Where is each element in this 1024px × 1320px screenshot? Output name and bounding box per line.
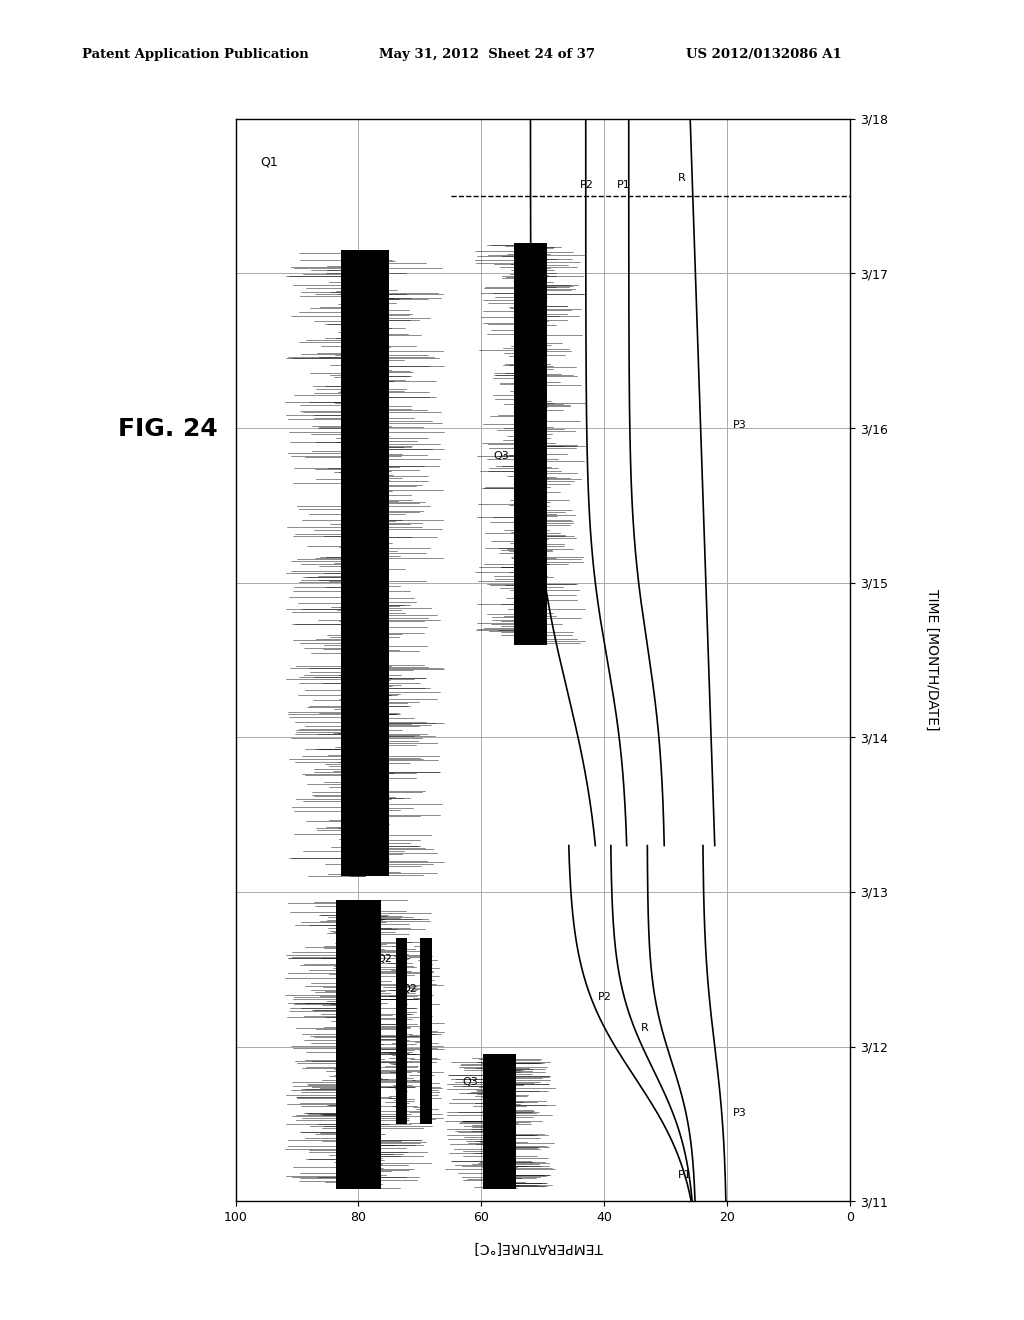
Text: FIG. 24: FIG. 24: [118, 417, 217, 441]
Text: R: R: [678, 173, 686, 182]
Text: P2: P2: [598, 993, 612, 1002]
Bar: [336, 900, 381, 1189]
Text: Q1: Q1: [260, 156, 278, 168]
Bar: [396, 939, 407, 1123]
Text: Q2: Q2: [401, 985, 418, 994]
Text: Q3: Q3: [463, 1077, 478, 1088]
Bar: [341, 251, 388, 876]
Text: TEMPERATURE[°C]: TEMPERATURE[°C]: [474, 1241, 603, 1254]
Text: Patent Application Publication: Patent Application Publication: [82, 48, 308, 61]
Text: P1: P1: [678, 1170, 691, 1180]
Text: Q2: Q2: [377, 953, 393, 964]
Text: Q3: Q3: [494, 451, 509, 461]
Text: R: R: [641, 1023, 649, 1034]
Text: P2: P2: [580, 181, 594, 190]
Text: US 2012/0132086 A1: US 2012/0132086 A1: [686, 48, 842, 61]
Bar: [514, 243, 547, 644]
Text: TIME [MONTH/DATE]: TIME [MONTH/DATE]: [925, 589, 939, 731]
Bar: [421, 939, 431, 1123]
Text: May 31, 2012  Sheet 24 of 37: May 31, 2012 Sheet 24 of 37: [379, 48, 595, 61]
Text: P1: P1: [616, 181, 630, 190]
Text: P3: P3: [733, 1109, 746, 1118]
Text: P3: P3: [733, 420, 746, 430]
Bar: [483, 1055, 516, 1189]
